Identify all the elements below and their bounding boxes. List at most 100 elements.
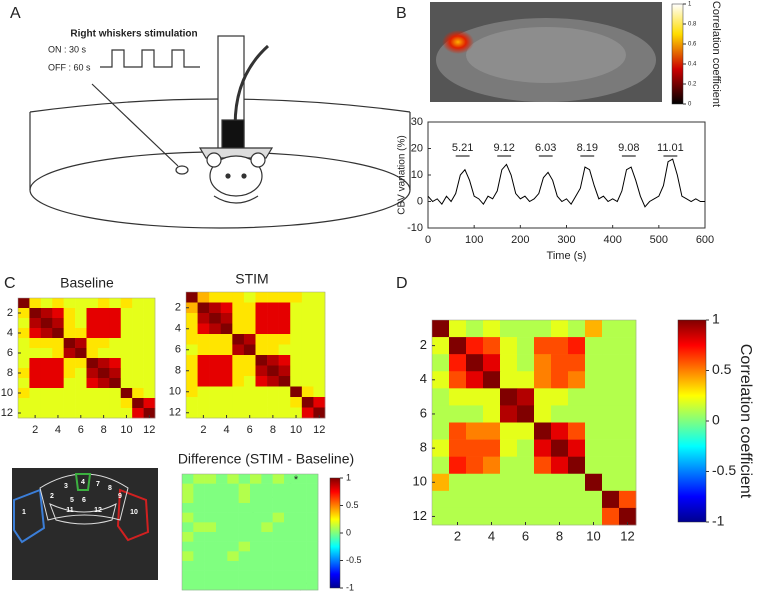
heatmap-cell — [216, 512, 228, 523]
colorbar-tick-label: 1 — [712, 311, 720, 327]
panel-label: B — [396, 5, 407, 22]
heatmap-cell — [18, 358, 30, 369]
heatmap-cell — [290, 302, 303, 314]
heatmap-cell — [243, 376, 256, 387]
heatmap-cell — [602, 371, 620, 389]
heatmap-cell — [278, 397, 291, 408]
heatmap-cell — [52, 408, 64, 419]
heatmap-cell — [278, 365, 291, 377]
heatmap-cell — [232, 344, 245, 356]
heatmap-frame — [17, 297, 156, 419]
heatmap-cell — [284, 503, 296, 513]
y-tick-label: 4 — [7, 327, 13, 339]
heatmap-cell — [551, 422, 569, 440]
heatmap-cell — [449, 405, 467, 423]
heatmap-cell — [534, 507, 552, 526]
heatmap-cell — [250, 483, 262, 494]
x-tick-label: 12 — [313, 424, 325, 436]
heatmap-cell — [243, 344, 256, 356]
stim-label: 8.19 — [577, 142, 598, 154]
heatmap-cell — [52, 318, 64, 329]
heatmap-cell — [186, 323, 198, 335]
panel-label: A — [10, 5, 21, 22]
heatmap-cell — [619, 422, 637, 440]
heatmap-cell — [301, 323, 314, 335]
heatmap-cell — [197, 302, 210, 314]
heatmap-cell — [432, 337, 450, 355]
heatmap-cell — [250, 561, 262, 571]
heatmap-cell — [534, 371, 552, 389]
heatmap-cell — [517, 456, 535, 475]
region-label: 2 — [50, 493, 54, 500]
heatmap-cell — [97, 308, 110, 319]
heatmap-cell — [517, 405, 535, 423]
heatmap-cell — [238, 580, 251, 591]
heatmap-cell — [301, 355, 314, 366]
heatmap-cell — [232, 376, 245, 387]
heatmap-cell — [585, 337, 603, 355]
x-tick-label: 400 — [603, 234, 621, 246]
heatmap-cell — [120, 408, 133, 419]
heatmap-cell — [295, 474, 307, 484]
heatmap-cell — [29, 338, 42, 349]
heatmap-cell — [18, 368, 30, 379]
heatmap-cell — [63, 318, 76, 329]
heatmap-cell — [255, 376, 268, 387]
heatmap-cell — [551, 507, 569, 526]
heatmap-cell — [143, 358, 156, 369]
heatmap-cell — [109, 358, 122, 369]
heatmap-cell — [52, 358, 64, 369]
heatmap-cell — [227, 580, 239, 591]
heatmap-cell — [209, 344, 222, 356]
heatmap-cell — [500, 337, 518, 355]
heatmap-cell — [120, 338, 133, 349]
heatmap-cell — [143, 388, 156, 399]
heatmap-cell — [551, 320, 569, 338]
heatmap-cell — [40, 368, 53, 379]
colorbar-tick-label: 0.5 — [712, 361, 732, 377]
heatmap-cell — [267, 355, 279, 366]
heatmap-cell — [432, 490, 450, 509]
heatmap-cell — [483, 337, 501, 355]
heatmap-cell — [267, 376, 279, 387]
x-tick-label: 12 — [143, 424, 155, 436]
heatmap-cell — [75, 308, 87, 319]
y-tick-label: -10 — [407, 222, 423, 234]
heatmap-cell — [602, 490, 620, 509]
heatmap-cell — [109, 338, 122, 349]
heatmap-cell — [227, 570, 239, 581]
heatmap-cell — [204, 522, 217, 533]
heatmap-cell — [290, 323, 303, 335]
heatmap-cell — [250, 474, 262, 484]
data-line — [427, 158, 705, 208]
heatmap-cell — [466, 405, 484, 423]
heatmap-cell — [278, 376, 291, 387]
heatmap-cell — [209, 407, 222, 419]
heatmap-cell — [568, 337, 586, 355]
heatmap-cell — [534, 439, 552, 457]
heatmap-cell — [86, 408, 99, 419]
heatmap-cell — [197, 386, 210, 398]
y-tick-label: 20 — [411, 142, 423, 154]
heatmap-cell — [284, 532, 296, 542]
heatmap-cell — [432, 371, 450, 389]
heatmap-cell — [313, 386, 326, 398]
heatmap-cell — [143, 408, 156, 419]
heatmap-cell — [261, 493, 273, 504]
heatmap-cell — [143, 308, 156, 319]
y-tick-label: 2 — [420, 337, 427, 352]
heatmap-cell — [585, 507, 603, 526]
heatmap-cell — [86, 378, 99, 389]
heatmap-cell — [52, 348, 64, 359]
heatmap-cell — [517, 337, 535, 355]
heatmap-cell — [216, 551, 228, 562]
x-tick-label: 4 — [55, 424, 61, 436]
heatmap-cell — [272, 474, 285, 484]
heatmap-cell — [585, 371, 603, 389]
heatmap-cell — [278, 302, 291, 314]
heatmap-cell — [272, 561, 285, 571]
region-label: 12 — [94, 507, 102, 514]
heatmap-cell — [86, 298, 99, 309]
heatmap-cell — [250, 580, 262, 591]
heatmap-cell — [193, 570, 205, 581]
